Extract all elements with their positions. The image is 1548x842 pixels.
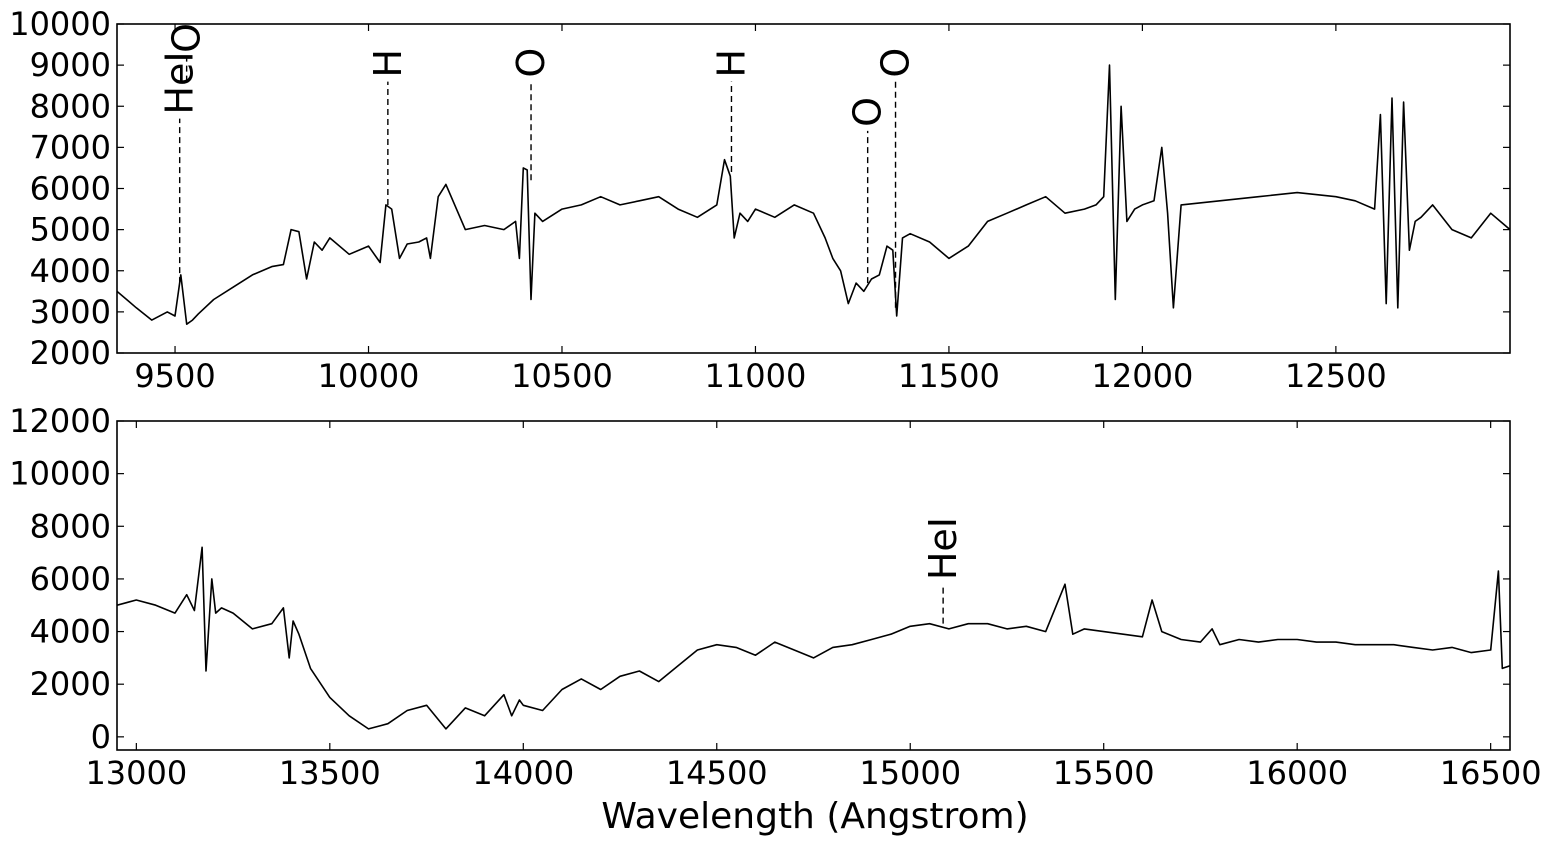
y-tick-label: 6000 [30, 560, 111, 598]
y-tick-label: 7000 [30, 128, 111, 166]
line-id-label: HeI [921, 517, 965, 580]
x-tick-label: 11000 [705, 357, 807, 395]
y-tick-label: 2000 [30, 334, 111, 372]
y-tick-label: 8000 [30, 507, 111, 545]
x-tick-label: 16000 [1246, 754, 1348, 792]
y-tick-label: 8000 [30, 87, 111, 125]
spectrum-line [117, 64, 1510, 326]
x-tick-label: 15500 [1053, 754, 1155, 792]
y-tick-label: 12000 [9, 402, 111, 440]
x-tick-label: 10500 [511, 357, 613, 395]
y-tick-label: 6000 [30, 170, 111, 208]
y-tick-label: 2000 [30, 665, 111, 703]
y-tick-label: 3000 [30, 293, 111, 331]
spectrum-line [117, 546, 1510, 730]
plot-frame [116, 23, 1511, 354]
x-tick-label: 13000 [85, 754, 187, 792]
line-id-label: O [509, 48, 553, 78]
y-tick-label: 0 [91, 718, 111, 756]
bottom-spectrum-panel: 13000 13500 14000 14500 15000 15500 16000 16500… [9, 402, 1541, 792]
x-axis-label: Wavelength (Angstrom) [601, 796, 1028, 837]
x-tick-label: 13500 [279, 754, 381, 792]
y-tick-label: 5000 [30, 211, 111, 249]
y-tick-label: 10000 [9, 455, 111, 493]
top-spectrum-panel: 9500 10000 10500 11000 11500 12000 12500 200030… [9, 5, 1511, 395]
line-id-label: O [846, 97, 890, 127]
plot-frame [116, 420, 1511, 751]
line-id-label: O [165, 23, 209, 53]
line-id-label: H [366, 49, 410, 78]
x-tick-label: 15000 [859, 754, 961, 792]
x-tick-label: 9500 [134, 357, 215, 395]
line-id-label: H [709, 49, 753, 78]
y-tick-label: 4000 [30, 613, 111, 651]
line-id-label: HeI [158, 51, 202, 114]
line-id-label: O [874, 48, 918, 78]
y-tick-label: 10000 [9, 5, 111, 43]
x-tick-label: 16500 [1440, 754, 1542, 792]
y-tick-label: 4000 [30, 252, 111, 290]
y-tick-label: 9000 [30, 46, 111, 84]
x-tick-label: 14000 [472, 754, 574, 792]
x-tick-label: 14500 [666, 754, 768, 792]
x-tick-label: 11500 [898, 357, 1000, 395]
x-tick-label: 12500 [1285, 357, 1387, 395]
x-tick-label: 10000 [318, 357, 420, 395]
x-tick-label: 12000 [1092, 357, 1194, 395]
